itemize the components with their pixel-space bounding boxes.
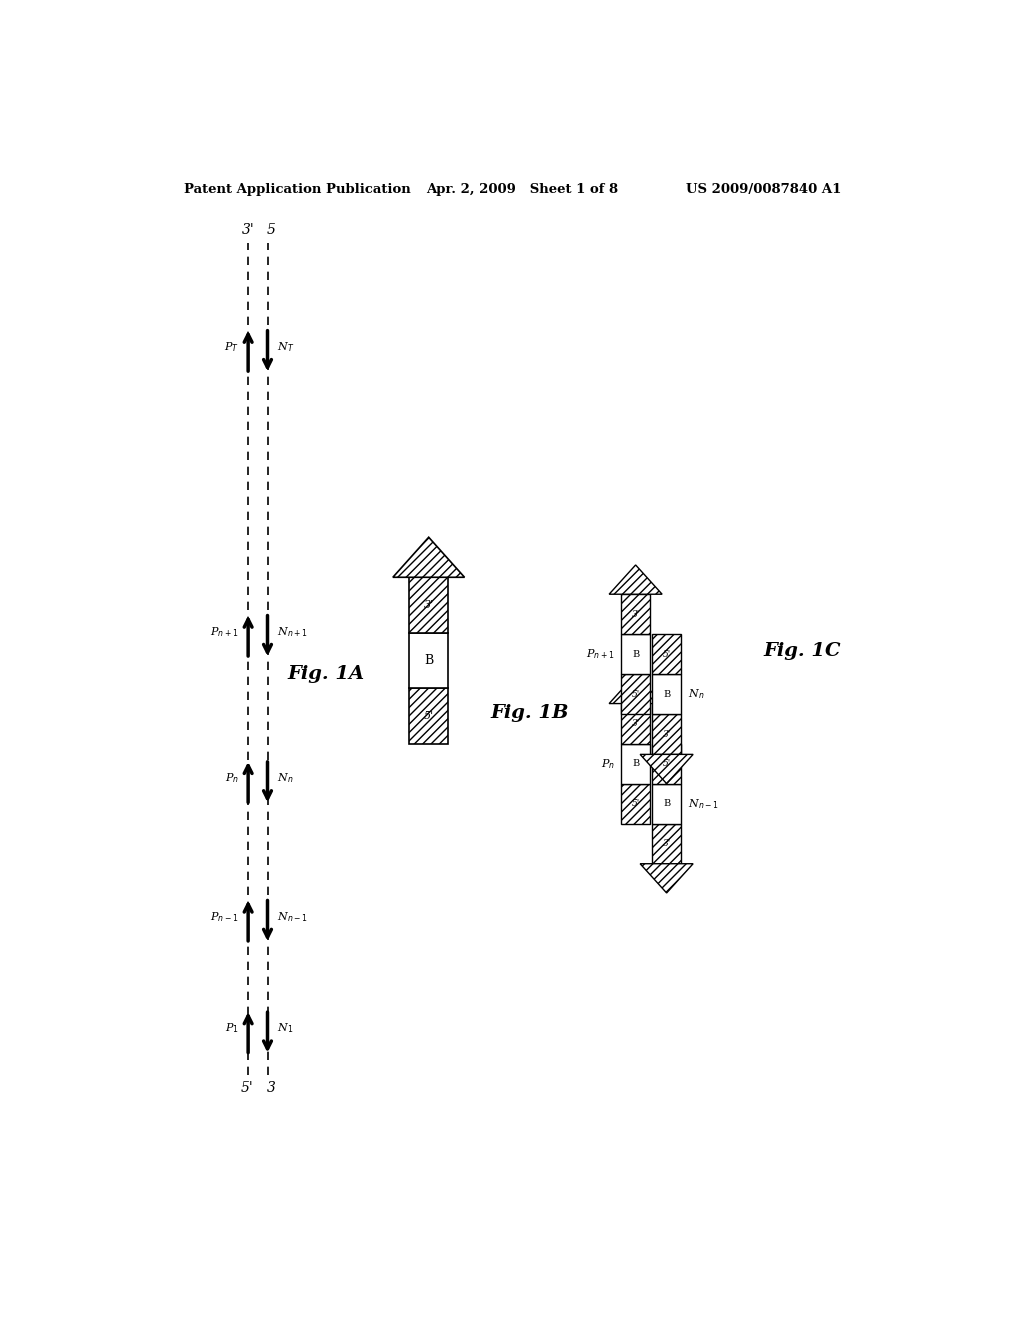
- Text: 5': 5': [632, 799, 640, 808]
- Text: 3: 3: [267, 1081, 275, 1094]
- Polygon shape: [609, 565, 663, 594]
- Text: P$_T$: P$_T$: [224, 341, 239, 354]
- Bar: [621, 784, 650, 824]
- Text: P$_1$: P$_1$: [225, 1022, 239, 1035]
- Bar: [652, 675, 681, 714]
- Text: P$_{n+1}$: P$_{n+1}$: [210, 626, 239, 639]
- Bar: [652, 824, 681, 863]
- Bar: [621, 704, 650, 743]
- Bar: [652, 743, 681, 784]
- Text: P$_n$: P$_n$: [224, 771, 239, 785]
- Text: 3': 3': [632, 610, 640, 619]
- Text: 3': 3': [242, 223, 255, 238]
- Bar: [621, 675, 650, 714]
- Text: N$_n$: N$_n$: [276, 771, 293, 785]
- Text: B: B: [663, 799, 671, 808]
- Text: 3': 3': [663, 840, 671, 849]
- Text: 3': 3': [424, 601, 434, 610]
- Bar: [621, 635, 650, 675]
- Bar: [410, 632, 449, 688]
- Text: 3': 3': [632, 719, 640, 729]
- Text: 5': 5': [663, 649, 671, 659]
- Text: P$_{n-1}$: P$_{n-1}$: [210, 909, 239, 924]
- Bar: [652, 714, 681, 755]
- Polygon shape: [609, 675, 663, 704]
- Text: Fig. 1C: Fig. 1C: [764, 643, 841, 660]
- Bar: [621, 743, 650, 784]
- Polygon shape: [640, 755, 693, 784]
- Bar: [410, 577, 449, 632]
- Text: N$_n$: N$_n$: [687, 688, 703, 701]
- Text: 5': 5': [663, 759, 671, 768]
- Bar: [652, 784, 681, 824]
- Text: 5': 5': [424, 711, 434, 721]
- Text: Fig. 1A: Fig. 1A: [287, 665, 365, 684]
- Text: Apr. 2, 2009   Sheet 1 of 8: Apr. 2, 2009 Sheet 1 of 8: [426, 183, 618, 197]
- Text: B: B: [632, 759, 639, 768]
- Text: P$_n$: P$_n$: [600, 756, 614, 771]
- Text: N$_{n+1}$: N$_{n+1}$: [276, 626, 307, 639]
- Text: N$_T$: N$_T$: [276, 341, 294, 354]
- Text: B: B: [424, 653, 433, 667]
- Text: B: B: [632, 649, 639, 659]
- Text: Patent Application Publication: Patent Application Publication: [183, 183, 411, 197]
- Text: Fig. 1B: Fig. 1B: [490, 704, 569, 722]
- Text: 5': 5': [632, 690, 640, 698]
- Text: N$_{n-1}$: N$_{n-1}$: [276, 909, 307, 924]
- Polygon shape: [393, 537, 465, 577]
- Text: 5: 5: [267, 223, 275, 238]
- Text: 3': 3': [663, 730, 671, 739]
- Bar: [621, 594, 650, 635]
- Text: US 2009/0087840 A1: US 2009/0087840 A1: [686, 183, 842, 197]
- Bar: [410, 688, 449, 743]
- Text: N$_1$: N$_1$: [276, 1022, 293, 1035]
- Text: 5': 5': [241, 1081, 253, 1094]
- Text: P$_{n+1}$: P$_{n+1}$: [586, 647, 614, 661]
- Text: N$_{n-1}$: N$_{n-1}$: [687, 797, 719, 810]
- Text: B: B: [663, 690, 671, 698]
- Polygon shape: [640, 863, 693, 894]
- Bar: [652, 635, 681, 675]
